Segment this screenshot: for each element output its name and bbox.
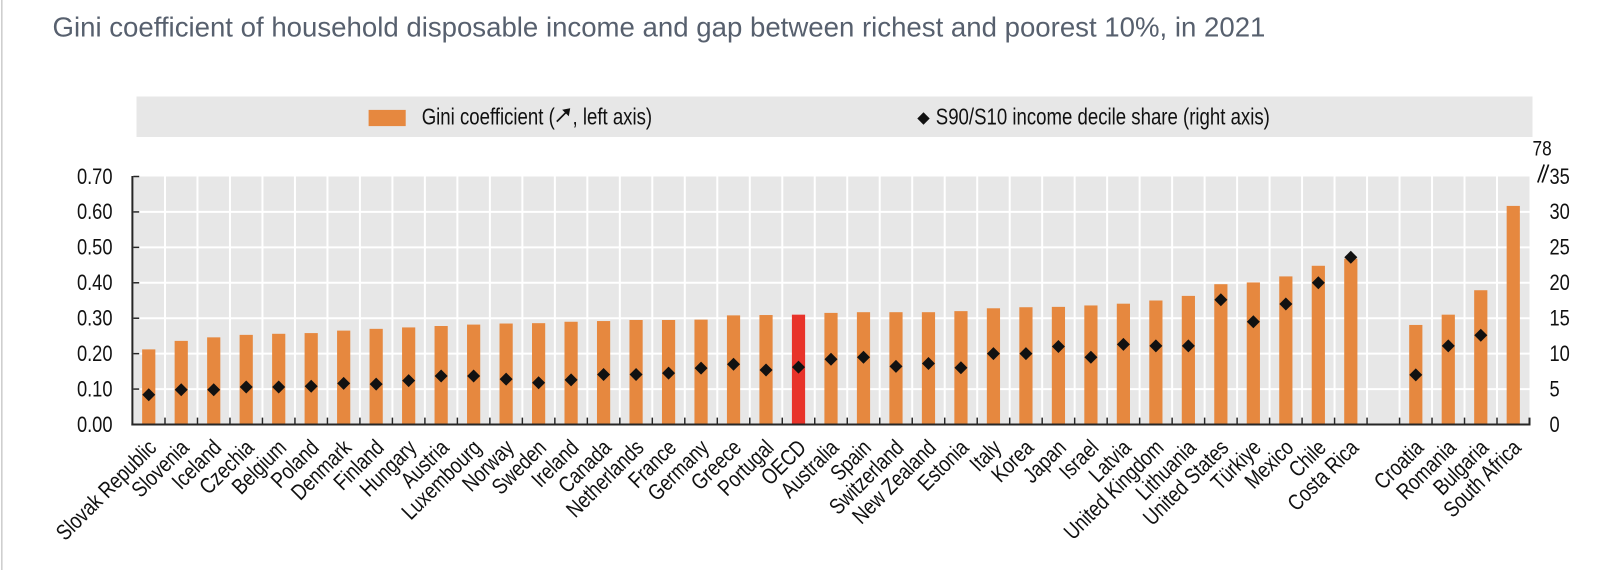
svg-text:Gini coefficient (: Gini coefficient ( <box>422 105 555 130</box>
svg-text:0.70: 0.70 <box>77 165 113 189</box>
svg-text:0.40: 0.40 <box>77 271 113 295</box>
svg-text:0.00: 0.00 <box>77 413 113 437</box>
svg-text:35: 35 <box>1550 165 1570 189</box>
svg-text:20: 20 <box>1550 271 1570 295</box>
svg-text:30: 30 <box>1550 201 1570 225</box>
svg-text:0.30: 0.30 <box>77 307 113 331</box>
svg-text:5: 5 <box>1550 378 1560 402</box>
svg-text:0.10: 0.10 <box>77 378 113 402</box>
svg-text:25: 25 <box>1550 236 1570 260</box>
svg-text:0.60: 0.60 <box>77 201 113 225</box>
svg-text:0: 0 <box>1550 413 1560 437</box>
svg-text:0.20: 0.20 <box>77 342 113 366</box>
svg-text:0.50: 0.50 <box>77 236 113 260</box>
svg-text:78: 78 <box>1533 138 1552 161</box>
svg-text:, left axis): , left axis) <box>573 105 653 130</box>
svg-text:Gini coefficient of household: Gini coefficient of household disposable… <box>53 12 1266 43</box>
svg-text:15: 15 <box>1550 307 1570 331</box>
svg-text:10: 10 <box>1550 342 1570 366</box>
svg-text:S90/S10 income decile share (r: S90/S10 income decile share (right axis) <box>936 105 1270 130</box>
